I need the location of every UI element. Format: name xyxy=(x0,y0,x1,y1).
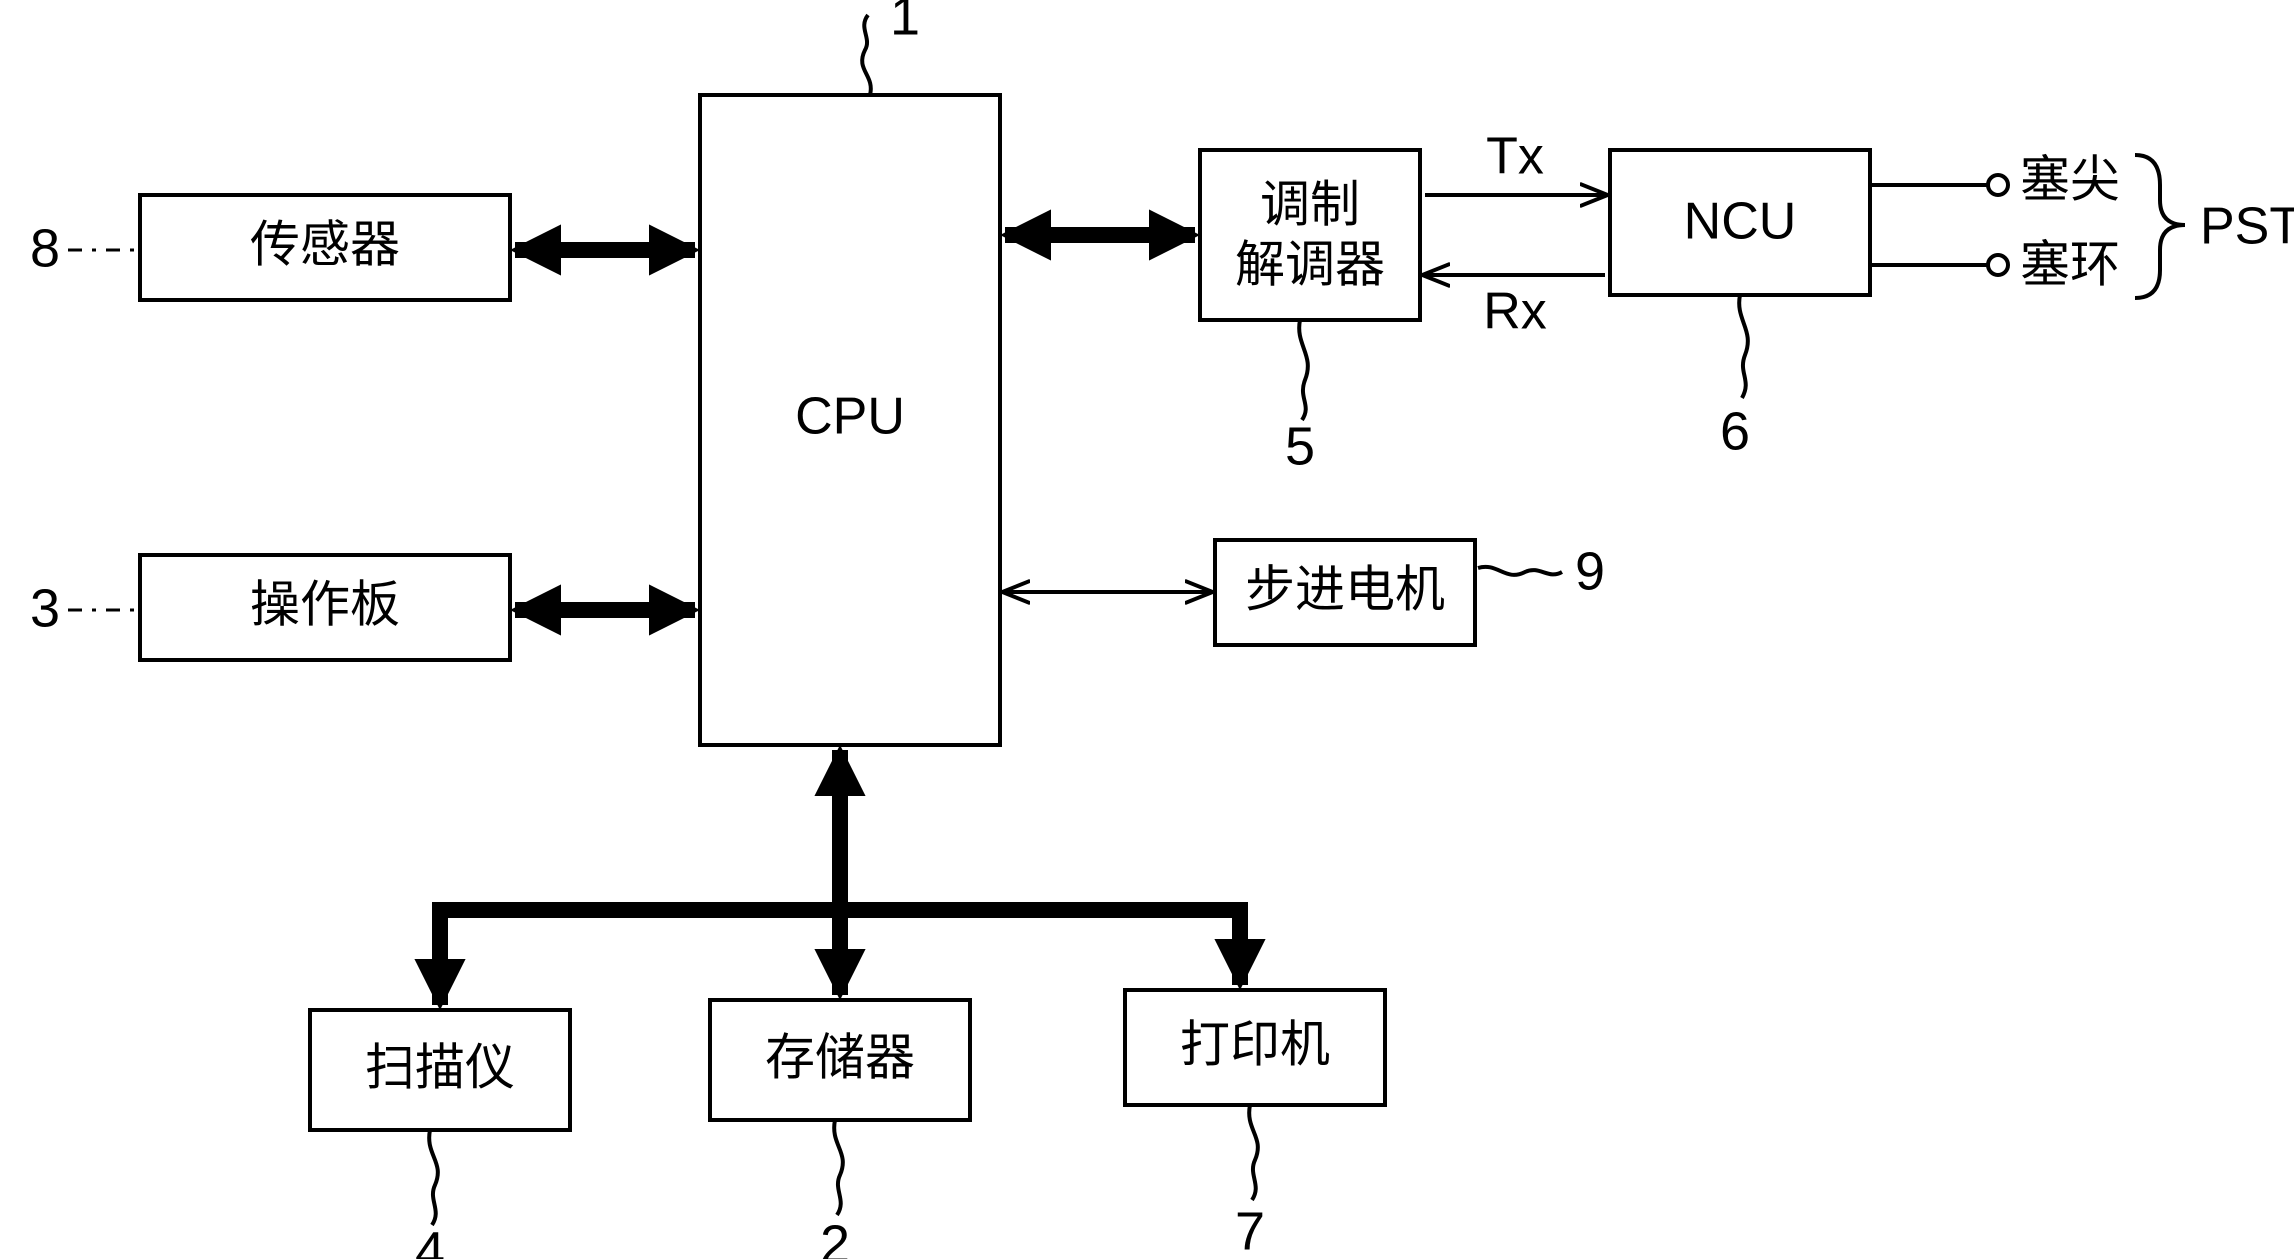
node-cpu: CPU xyxy=(700,95,1000,745)
pstn-label: PSTN xyxy=(2200,198,2294,256)
diagram-canvas: CPU 传感器 操作板 调制 解调器 NCU 步进电机 扫描仪 存储器 打印机 xyxy=(0,0,2294,1259)
num-6: 6 xyxy=(1720,401,1750,461)
node-printer: 打印机 xyxy=(1125,990,1385,1105)
sensor-label: 传感器 xyxy=(250,216,400,272)
panel-label: 操作板 xyxy=(250,576,400,632)
num-8: 8 xyxy=(30,218,60,278)
modem-label-line1: 调制 xyxy=(1260,176,1360,232)
cpu-label: CPU xyxy=(795,388,905,446)
node-modem: 调制 解调器 xyxy=(1200,150,1420,320)
stepper-label: 步进电机 xyxy=(1245,561,1445,617)
num-7: 7 xyxy=(1235,1201,1265,1259)
leader-7 xyxy=(1249,1105,1258,1200)
leader-1 xyxy=(862,15,871,95)
node-memory: 存储器 xyxy=(710,1000,970,1120)
memory-label: 存储器 xyxy=(765,1029,915,1085)
num-1: 1 xyxy=(890,0,920,46)
brace-icon xyxy=(2135,155,2185,298)
edge-cpu-bus xyxy=(432,750,1248,1005)
leader-2 xyxy=(834,1120,843,1215)
tx-label: Tx xyxy=(1486,128,1544,186)
num-9: 9 xyxy=(1575,541,1605,601)
edge-ncu-ring: 塞环 xyxy=(1870,236,2120,292)
node-stepper: 步进电机 xyxy=(1215,540,1475,645)
num-2: 2 xyxy=(820,1214,850,1259)
edge-ncu-tip: 塞尖 xyxy=(1870,151,2120,207)
rx-label: Rx xyxy=(1483,283,1547,341)
tip-label: 塞尖 xyxy=(2020,151,2120,207)
modem-label-line2: 解调器 xyxy=(1235,236,1385,292)
leader-9 xyxy=(1478,567,1562,575)
leader-6 xyxy=(1739,295,1748,398)
printer-label: 打印机 xyxy=(1180,1016,1330,1072)
scanner-label: 扫描仪 xyxy=(365,1039,515,1095)
node-sensor: 传感器 xyxy=(140,195,510,300)
node-ncu: NCU xyxy=(1610,150,1870,295)
leader-4 xyxy=(429,1130,438,1225)
num-4: 4 xyxy=(415,1221,445,1259)
num-5: 5 xyxy=(1285,416,1315,476)
node-panel: 操作板 xyxy=(140,555,510,660)
leader-5 xyxy=(1299,320,1308,420)
num-3: 3 xyxy=(30,578,60,638)
ncu-label: NCU xyxy=(1684,193,1797,251)
ring-label: 塞环 xyxy=(2020,236,2120,292)
node-scanner: 扫描仪 xyxy=(310,1010,570,1130)
